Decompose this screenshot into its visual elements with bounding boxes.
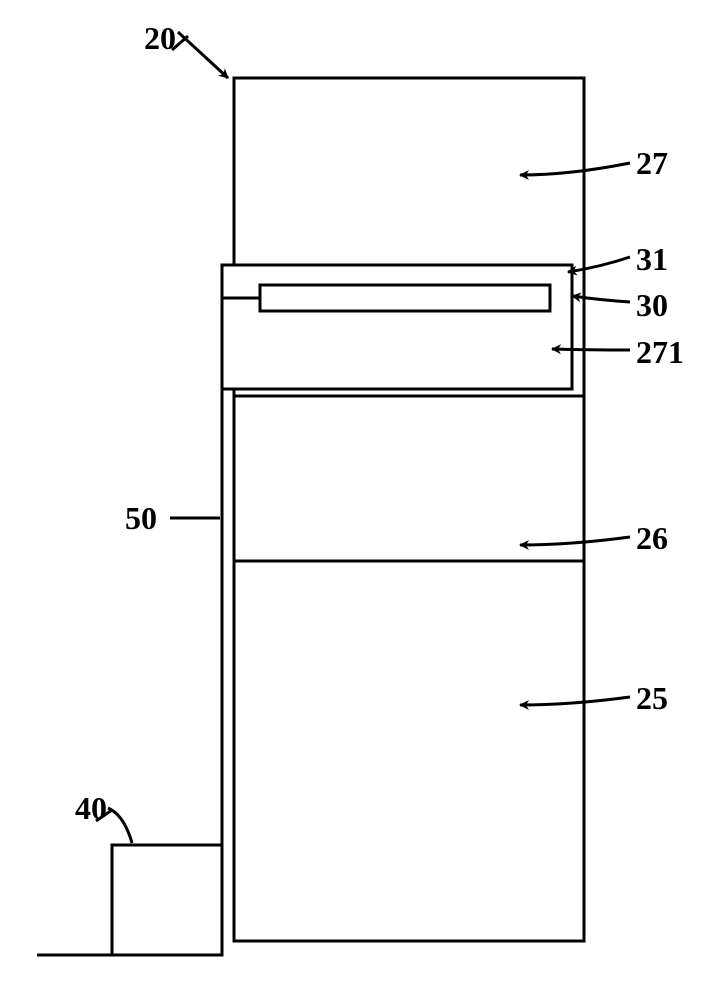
label-26: 26 [636,520,668,557]
leader-27 [520,163,630,175]
leader-26 [520,537,630,545]
label-50: 50 [125,500,157,537]
leader-40 [108,808,132,843]
leader-25 [520,697,630,705]
main-column [234,78,584,941]
label-27: 27 [636,145,668,182]
label-25: 25 [636,680,668,717]
leader-30 [572,296,630,302]
leader-31 [568,257,630,272]
leader-271 [552,349,630,350]
label-30: 30 [636,287,668,324]
diagram-svg [0,0,727,1000]
small-box-40 [112,845,222,955]
label-20: 20 [144,20,176,57]
label-31: 31 [636,241,668,278]
label-271: 271 [636,334,684,371]
label-40: 40 [75,790,107,827]
schematic-diagram: 20 27 31 30 271 50 26 25 40 [0,0,727,1000]
